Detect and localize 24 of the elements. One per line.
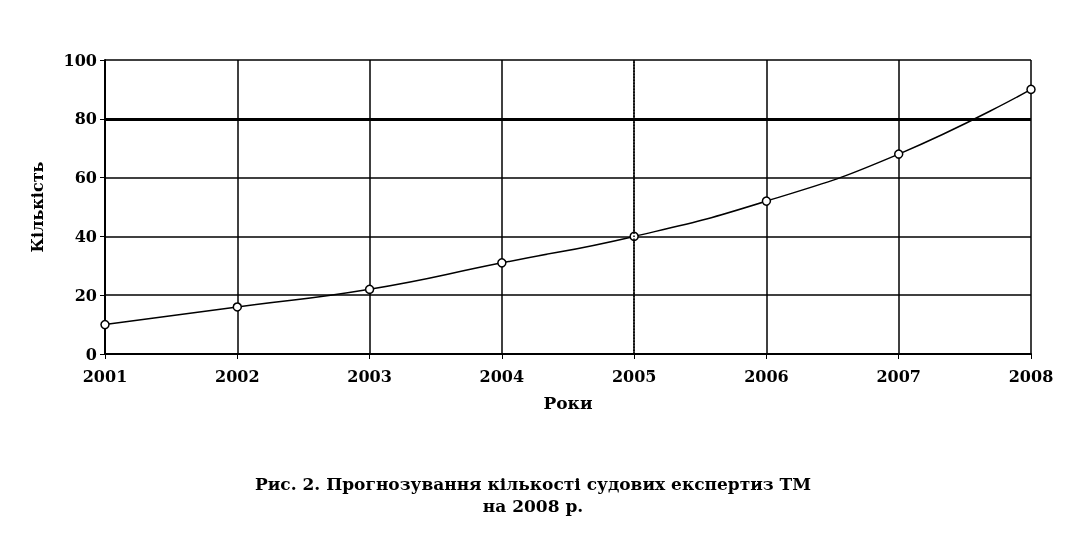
y-axis-title: Кількість [27, 161, 47, 253]
y-tick-label: 0 [85, 344, 97, 364]
x-tick-label: 2006 [744, 366, 789, 386]
point [100, 319, 110, 330]
text: Рис. 2. Прогнозування кількості судових експертиз ТМ на 2008 р. [254, 474, 812, 516]
x-tick-label: 2007 [876, 366, 921, 386]
y-tick-label: 60 [74, 168, 97, 188]
y-tick-label: 100 [63, 50, 97, 70]
point [761, 196, 772, 206]
y-tick-label: 40 [74, 226, 97, 246]
x-tick-label: 2005 [611, 366, 657, 386]
point [497, 258, 507, 268]
x-tick-label: 2001 [82, 366, 128, 386]
y-tick-label: 80 [74, 109, 97, 129]
point [364, 284, 375, 295]
point [232, 302, 243, 312]
point [893, 149, 904, 159]
y-tick-label: 20 [74, 285, 97, 305]
x-axis-title: Роки [543, 392, 593, 413]
x-tick-label: 2004 [479, 366, 525, 386]
point [1026, 84, 1036, 95]
x-tick-label: 2002 [215, 366, 260, 386]
x-tick-label: 2003 [347, 366, 392, 386]
x-tick-label: 2008 [1008, 366, 1054, 386]
